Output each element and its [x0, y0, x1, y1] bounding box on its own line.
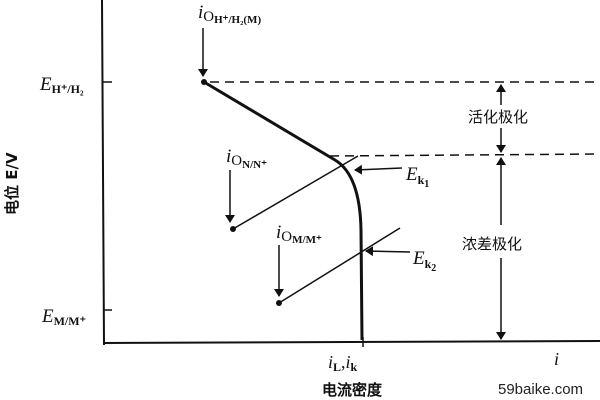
label-il-ik: iL,ik — [328, 352, 358, 374]
y-axis — [101, 0, 105, 346]
label-io-m: iOM/M⁺ — [276, 222, 322, 246]
point-m — [276, 300, 282, 306]
x-axis-label: 电流密度 — [322, 381, 383, 399]
label-e-h: EH⁺/H₂ — [39, 74, 84, 96]
line-m — [278, 227, 401, 304]
arrow-ek1 — [354, 164, 403, 175]
dashed-ek1 — [329, 153, 600, 157]
line-n — [232, 155, 359, 230]
polarization-curve — [203, 80, 364, 341]
curve-start-point — [201, 79, 207, 85]
label-concentration: 浓差极化 — [462, 235, 522, 253]
label-activation: 活化极化 — [468, 108, 528, 126]
point-n — [230, 226, 236, 232]
label-io-h: iOH⁺/H₂(M) — [198, 2, 261, 26]
label-ek2: Ek2 — [412, 248, 436, 274]
arrow-ek2 — [365, 246, 411, 257]
x-axis — [102, 340, 600, 344]
label-x-symbol: i — [554, 349, 559, 369]
label-io-n: iON/N⁺ — [226, 146, 267, 171]
label-e-m: EM/M⁺ — [41, 306, 86, 328]
watermark: 59baike.com — [498, 381, 583, 398]
label-ek1: Ek1 — [405, 164, 429, 190]
y-axis-label: 电位 E/V — [3, 152, 21, 215]
